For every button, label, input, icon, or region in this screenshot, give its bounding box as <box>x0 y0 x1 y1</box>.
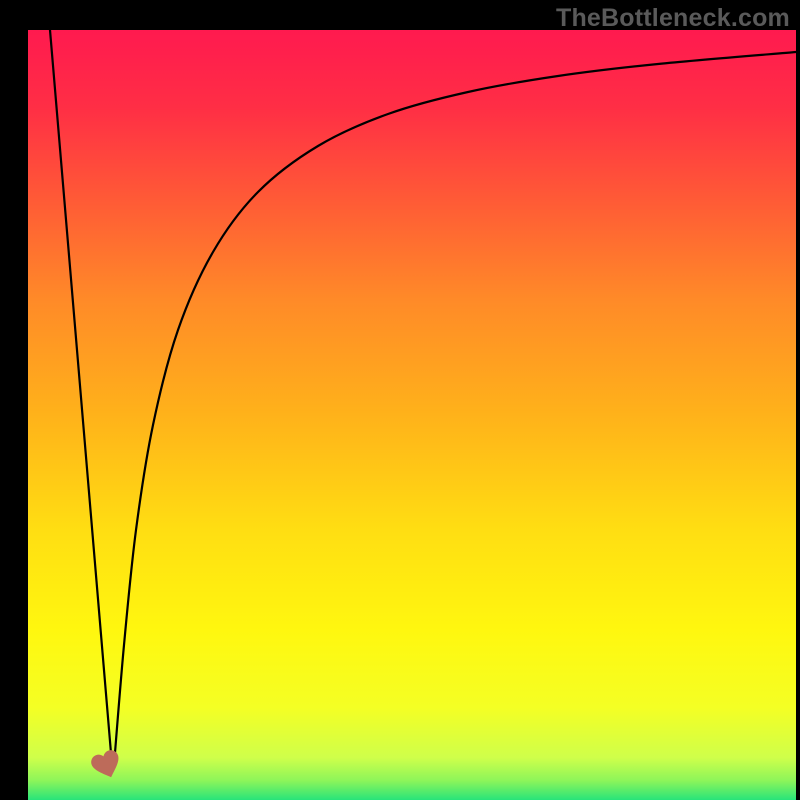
bottleneck-curve <box>28 30 796 800</box>
watermark-text: TheBottleneck.com <box>556 4 790 33</box>
plot-area <box>28 30 796 800</box>
heart-marker-icon <box>91 750 123 782</box>
chart-container: TheBottleneck.com <box>0 0 800 800</box>
